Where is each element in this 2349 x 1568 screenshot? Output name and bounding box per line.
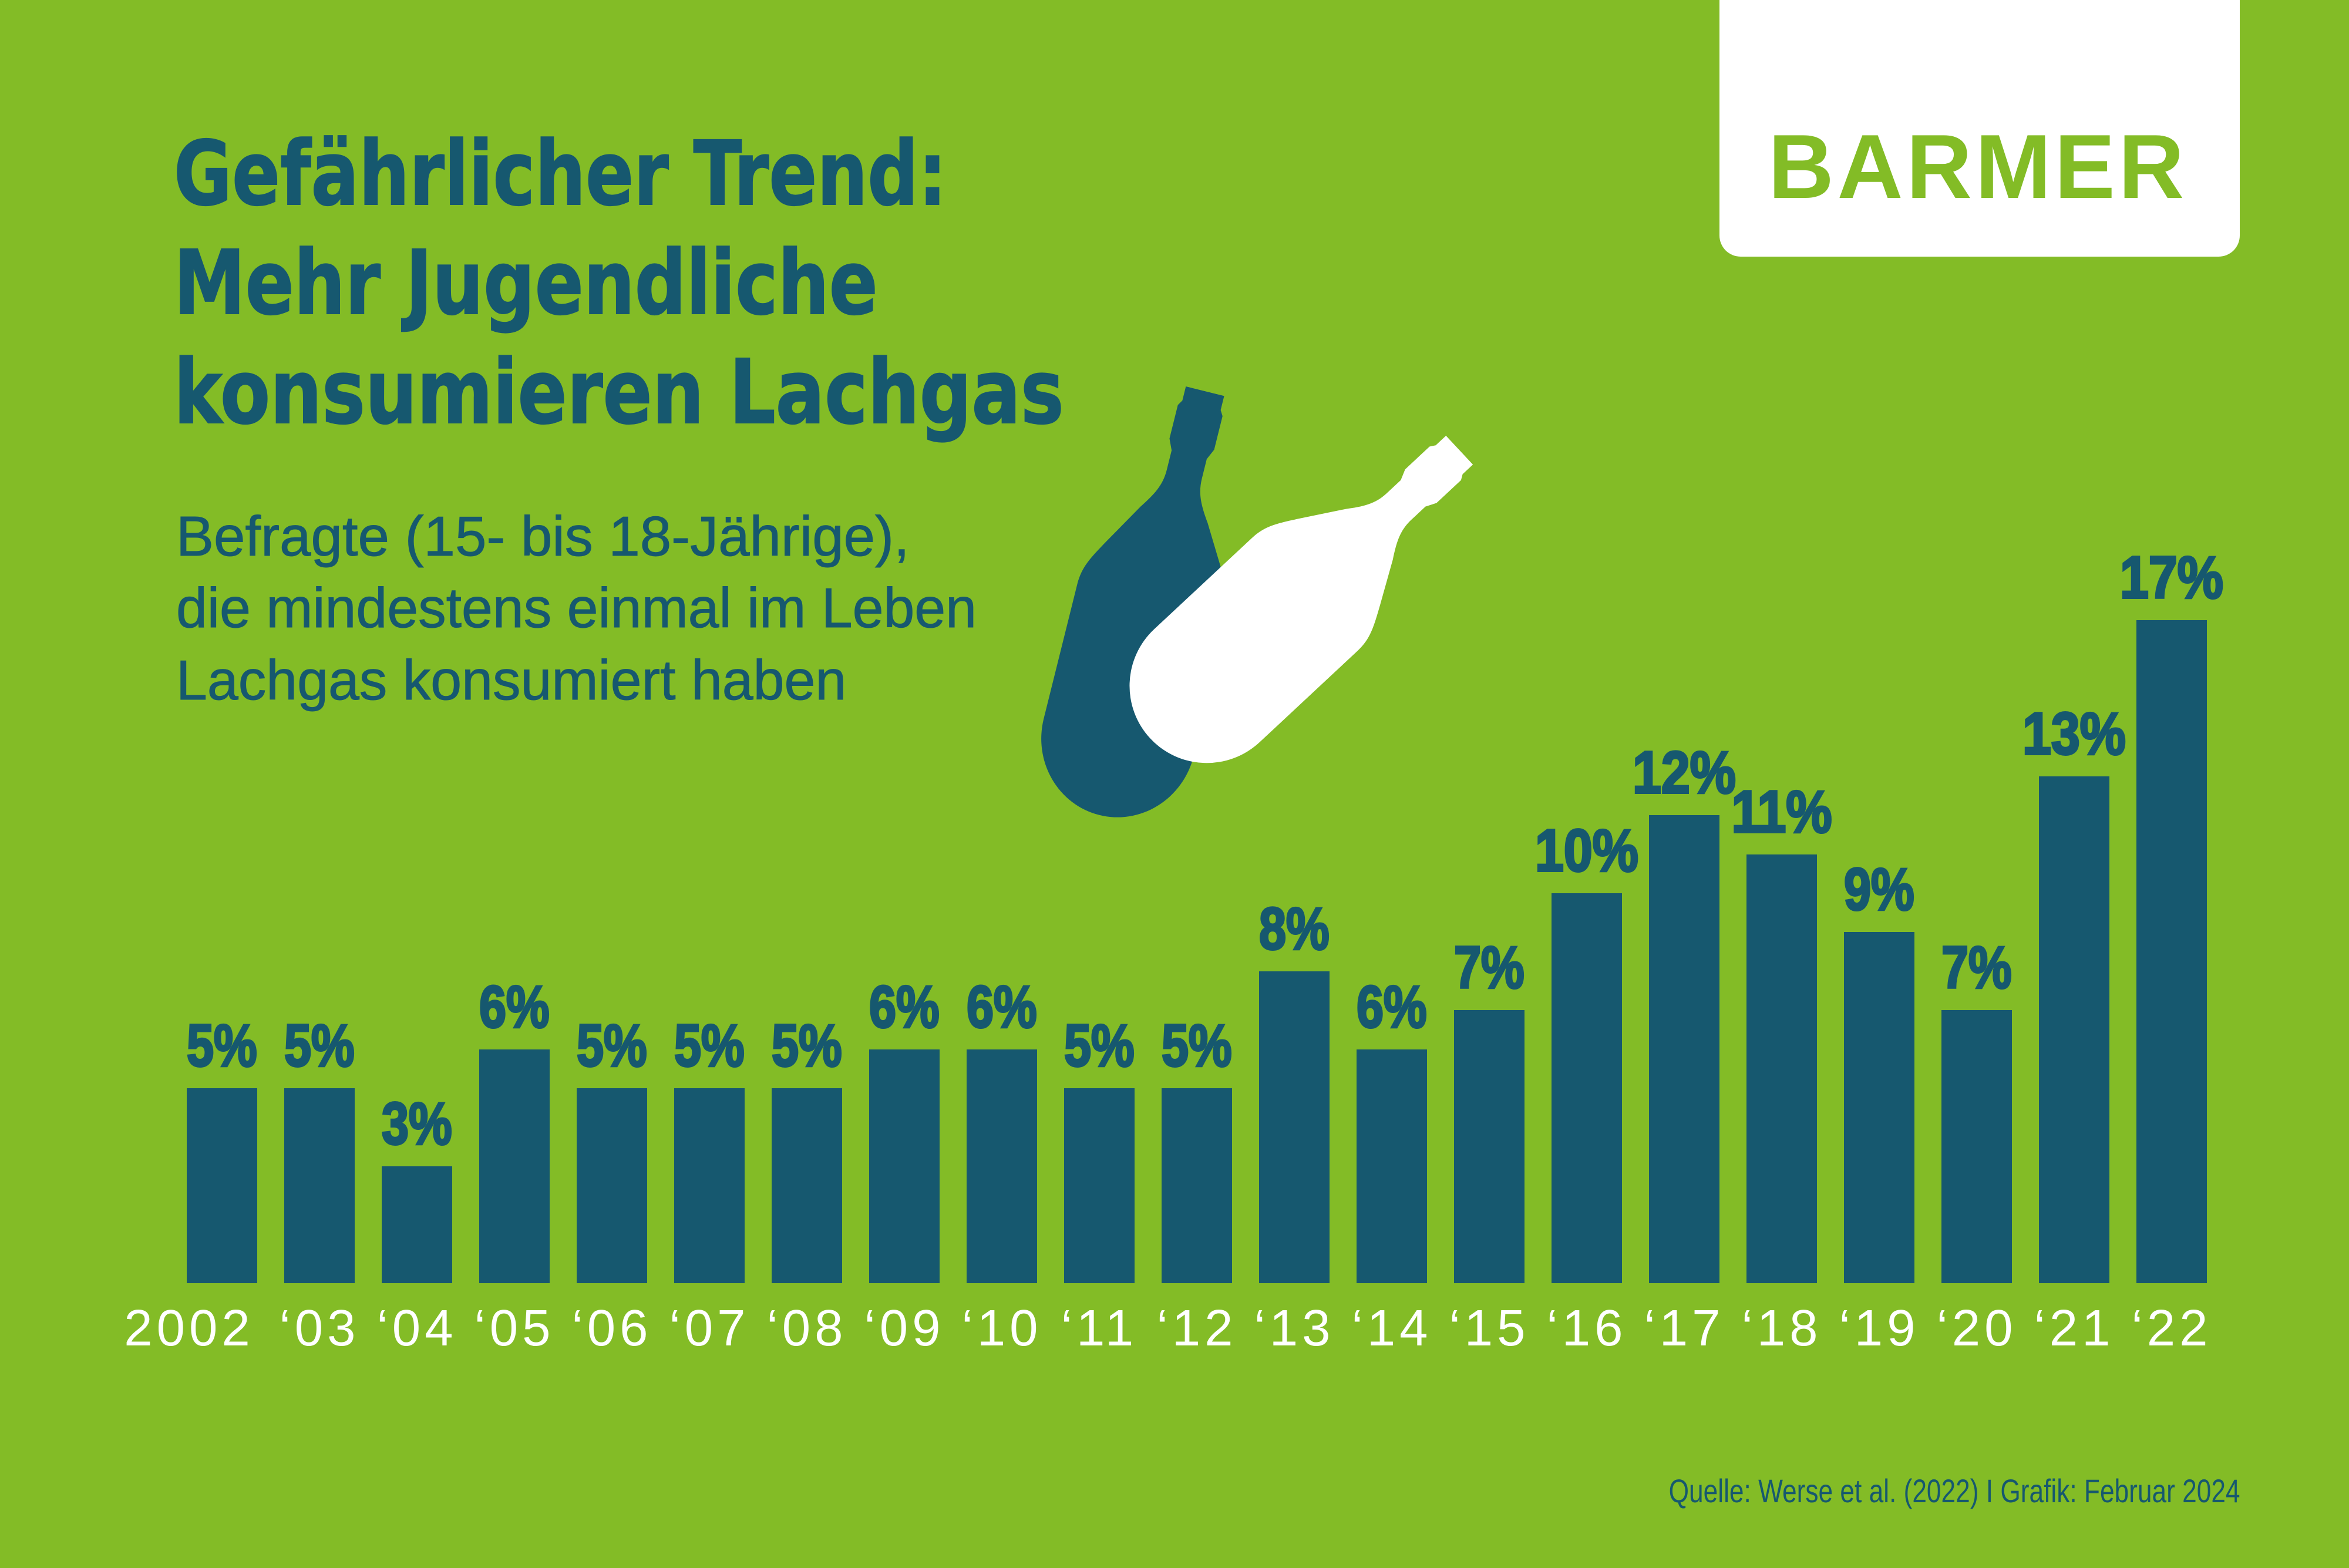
axis-label-‘13: ‘13 xyxy=(1254,1300,1335,1357)
cartridge-shape xyxy=(1129,435,1473,763)
bar-‘13 xyxy=(1259,971,1330,1283)
axis-label-‘14: ‘14 xyxy=(1351,1300,1432,1357)
bar-value-‘17: 12% xyxy=(1631,740,1736,806)
axis-label-‘08: ‘08 xyxy=(766,1300,847,1357)
bar-2002 xyxy=(187,1088,257,1283)
bar-value-‘12: 5% xyxy=(1160,1013,1233,1079)
bar-‘04 xyxy=(382,1166,452,1283)
axis-label-‘18: ‘18 xyxy=(1741,1300,1822,1357)
page-title-line-1: Gefährlicher Trend: xyxy=(173,122,947,226)
axis-label-‘10: ‘10 xyxy=(961,1300,1042,1357)
bar-value-‘11: 5% xyxy=(1063,1013,1135,1079)
chart-subtitle-line-3: Lachgas konsumiert haben xyxy=(176,649,847,712)
page-title-line-2: Mehr Jugendliche xyxy=(173,231,878,335)
bar-value-‘07: 5% xyxy=(673,1013,745,1079)
bar-‘14 xyxy=(1357,1049,1427,1283)
axis-label-‘07: ‘07 xyxy=(669,1300,750,1357)
bar-value-‘20: 7% xyxy=(1940,935,2013,1001)
bar-value-‘18: 11% xyxy=(1731,779,1833,845)
bar-value-‘08: 5% xyxy=(770,1013,843,1079)
axis-label-‘03: ‘03 xyxy=(279,1300,360,1357)
bar-‘12 xyxy=(1162,1088,1232,1283)
axis-label-‘20: ‘20 xyxy=(1936,1300,2017,1357)
bar-‘22 xyxy=(2136,620,2207,1283)
axis-label-2002: 2002 xyxy=(124,1300,254,1357)
gas-cartridge-white-icon xyxy=(1129,435,1473,763)
axis-label-‘12: ‘12 xyxy=(1156,1300,1237,1357)
axis-label-‘09: ‘09 xyxy=(864,1300,945,1357)
axis-label-‘16: ‘16 xyxy=(1546,1300,1627,1357)
bar-‘05 xyxy=(479,1049,550,1283)
axis-label-‘15: ‘15 xyxy=(1449,1300,1530,1357)
bar-value-2002: 5% xyxy=(186,1013,258,1079)
axis-label-‘22: ‘22 xyxy=(2131,1300,2212,1357)
chart-subtitle-line-1: Befragte (15- bis 18-Jährige), xyxy=(176,505,910,568)
bar-value-‘15: 7% xyxy=(1453,935,1525,1001)
axis-label-‘11: ‘11 xyxy=(1061,1300,1138,1357)
bar-‘21 xyxy=(2039,776,2109,1283)
axis-label-‘17: ‘17 xyxy=(1644,1300,1725,1357)
bar-‘07 xyxy=(674,1088,745,1283)
axis-label-‘05: ‘05 xyxy=(474,1300,555,1357)
bar-value-‘06: 5% xyxy=(576,1013,648,1079)
logo-box: BARMER xyxy=(1719,0,2240,257)
bar-value-‘22: 17% xyxy=(2119,545,2224,611)
bar-‘17 xyxy=(1649,815,1719,1283)
chart-subtitle-line-2: die mindestens einmal im Leben xyxy=(176,577,977,640)
source-note: Quelle: Werse et al. (2022) I Grafik: Fe… xyxy=(1669,1472,2240,1509)
brand-logo: BARMER xyxy=(1768,116,2188,217)
axis-label-‘21: ‘21 xyxy=(2034,1300,2115,1357)
bar-‘03 xyxy=(284,1088,355,1283)
bar-value-‘13: 8% xyxy=(1258,896,1330,962)
bar-‘19 xyxy=(1844,932,1914,1283)
bar-value-‘05: 6% xyxy=(478,974,550,1040)
bar-‘06 xyxy=(577,1088,647,1283)
page-title-line-3: konsumieren Lachgas xyxy=(173,340,1064,445)
bar-value-‘09: 6% xyxy=(868,974,940,1040)
bar-value-‘03: 5% xyxy=(283,1013,355,1079)
bar-‘11 xyxy=(1064,1088,1135,1283)
bar-value-‘19: 9% xyxy=(1843,857,1915,923)
bar-value-‘16: 10% xyxy=(1534,818,1639,884)
bar-value-‘14: 6% xyxy=(1355,974,1428,1040)
bar-‘08 xyxy=(772,1088,842,1283)
bar-‘15 xyxy=(1454,1010,1525,1283)
bar-‘18 xyxy=(1746,854,1817,1283)
bar-‘20 xyxy=(1941,1010,2012,1283)
axis-label-‘04: ‘04 xyxy=(376,1300,457,1357)
axis-label-‘06: ‘06 xyxy=(571,1300,652,1357)
bar-value-‘21: 13% xyxy=(2021,701,2126,767)
bar-value-‘10: 6% xyxy=(965,974,1038,1040)
bar-‘10 xyxy=(967,1049,1037,1283)
bar-‘09 xyxy=(869,1049,940,1283)
bar-value-‘04: 3% xyxy=(381,1091,453,1157)
axis-label-‘19: ‘19 xyxy=(1839,1300,1920,1357)
bar-‘16 xyxy=(1552,893,1622,1283)
